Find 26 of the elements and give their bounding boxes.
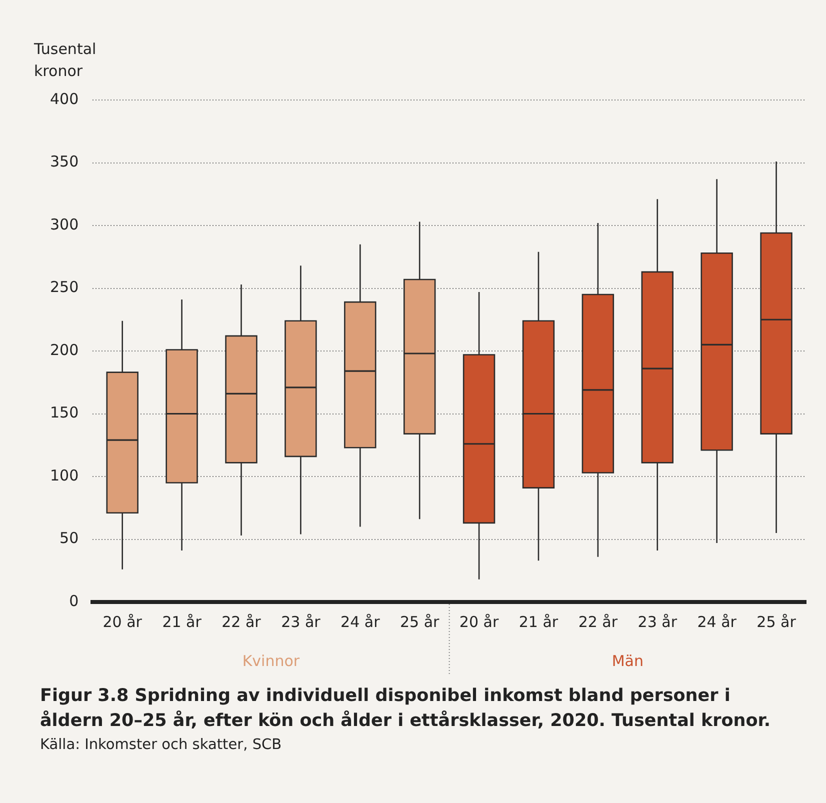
y-tick-label: 400 <box>50 90 79 108</box>
y-tick-label: 300 <box>50 215 79 234</box>
x-tick-label: 23 år <box>281 612 322 631</box>
x-tick-label: 22 år <box>578 612 618 631</box>
x-tick-label: 25 år <box>400 612 440 631</box>
y-tick-label: 0 <box>69 592 79 610</box>
y-tick-label: 200 <box>50 340 79 359</box>
x-tick-label: 25 år <box>756 612 797 631</box>
y-tick-label: 100 <box>50 466 79 484</box>
y-axis-title: Tusental kronor <box>34 39 98 82</box>
y-tick-label: 150 <box>50 404 79 422</box>
text: Män <box>612 652 644 670</box>
x-tick-label: 24 år <box>697 612 738 631</box>
text: Kvinnor <box>242 652 300 670</box>
x-tick-label: 22 år <box>222 612 262 631</box>
y-tick-label: 250 <box>50 278 79 296</box>
y-tick-label: 350 <box>50 152 79 171</box>
text: Figur 3.8 Spridning av individuell disponibel inkomst bland personer i åldern 20–25 år, efter kön och ålder i ettårsklasser, 2020. Tusental kronor. <box>40 685 772 733</box>
y-tick-label: 50 <box>60 529 79 548</box>
x-tick-label: 21 år <box>162 612 202 631</box>
x-tick-label: 24 år <box>340 612 381 631</box>
x-tick-label: 20 år <box>102 612 143 631</box>
x-tick-label: 21 år <box>518 612 559 631</box>
x-tick-label: 20 år <box>459 612 500 631</box>
text: Källa: Inkomster och skatter, SCB <box>40 736 283 755</box>
x-tick-label: 23 år <box>638 612 678 631</box>
